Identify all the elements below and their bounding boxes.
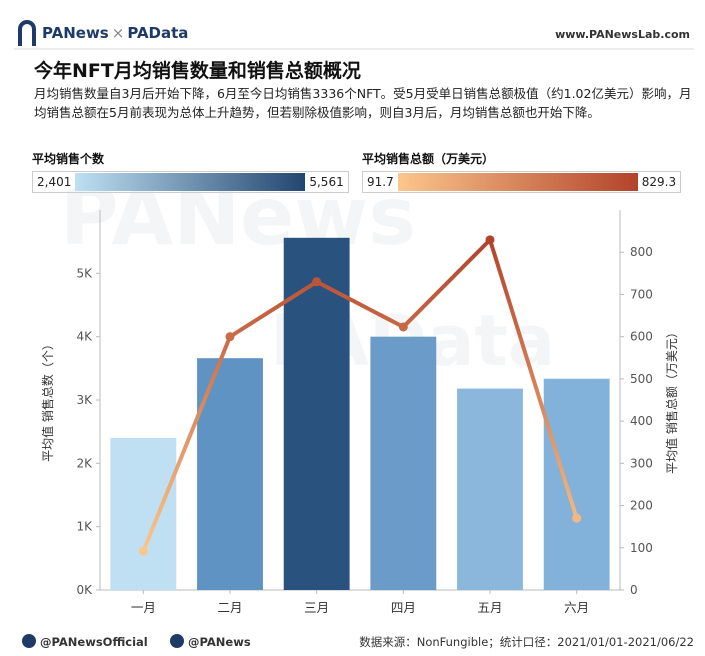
page-title: 今年NFT月均销售数量和销售总额概况: [34, 60, 361, 82]
header-divider: [14, 48, 694, 50]
bar-2: [197, 358, 263, 590]
left-axis-title: 平均值 销售总数（个）: [40, 338, 55, 462]
chart-svg: 0K 1K 2K 3K 4K 5K 0 100 200 300 400 500 600 700 800 平均值…: [40, 210, 679, 615]
legend-count-bar: 2,401 5,561: [32, 171, 349, 193]
twitter-handle[interactable]: @PANewsOfficial: [22, 634, 148, 649]
legend-count-max: 5,561: [305, 175, 348, 189]
bar-3: [283, 237, 350, 590]
bar-4: [370, 336, 437, 590]
right-tick-label: 500: [630, 372, 653, 386]
legend-amount-gradient: [397, 173, 638, 191]
right-tick-label: 200: [630, 499, 653, 513]
amount-point-1: [138, 546, 148, 556]
amount-point-4: [398, 322, 408, 332]
bar-1: [110, 437, 177, 590]
page-subtitle: 月均销售数量自3月后开始下降，6月至今日均销售3336个NFT。受5月受单日销售…: [34, 86, 692, 120]
weibo-handle[interactable]: @PANews: [170, 634, 251, 649]
chart: 0K 1K 2K 3K 4K 5K 0 100 200 300 400 500 600 700 800 平均值…: [0, 200, 705, 630]
legend-amount-max: 829.3: [637, 175, 681, 189]
right-tick-label: 300: [630, 456, 653, 470]
right-tick-label: 100: [630, 541, 653, 555]
right-tick-label: 0: [630, 583, 638, 597]
right-tick-label: 700: [630, 287, 653, 301]
x-tick-label: 三月: [304, 600, 329, 615]
panews-logo-icon: [18, 20, 36, 46]
x-tick-label: 六月: [564, 600, 589, 615]
weibo-icon: [170, 634, 184, 648]
amount-point-2: [225, 332, 235, 342]
bar-5: [457, 388, 523, 590]
right-axis-title: 平均值 销售总额（万美元）: [664, 326, 679, 474]
x-tick-label: 一月: [131, 600, 156, 615]
twitter-text: @PANewsOfficial: [40, 635, 148, 649]
site-url[interactable]: www.PANewsLab.com: [555, 28, 690, 41]
legend-amount-title: 平均销售总额（万美元）: [362, 152, 495, 166]
x-tick-label: 二月: [217, 600, 242, 615]
bar-6: [543, 378, 610, 590]
amount-point-5: [485, 235, 495, 245]
x-tick-label: 四月: [391, 600, 416, 615]
weibo-text: @PANews: [188, 635, 251, 649]
data-source: 数据来源：NonFungible；统计口径：2021/01/01-2021/06…: [359, 635, 694, 649]
legend-count-min: 2,401: [33, 175, 76, 189]
right-tick-label: 600: [630, 330, 653, 344]
left-tick-label: 5K: [76, 266, 93, 280]
twitter-icon: [22, 634, 36, 648]
left-tick-label: 2K: [76, 456, 93, 470]
left-tick-label: 4K: [76, 330, 93, 344]
left-tick-label: 3K: [76, 393, 93, 407]
amount-point-3: [312, 277, 322, 287]
brand-panews: PANews: [42, 24, 109, 42]
footer: @PANewsOfficial @PANews 数据来源：NonFungible…: [22, 632, 694, 652]
left-tick-label: 0K: [76, 583, 93, 597]
legend-amount-bar: 91.7 829.3: [362, 171, 682, 193]
brand-padata: PAData: [127, 24, 189, 42]
legend-amount: 平均销售总额（万美元） 91.7 829.3: [362, 150, 682, 193]
right-tick-label: 800: [630, 245, 653, 259]
amount-line: [141, 237, 579, 554]
x-tick-label: 五月: [477, 600, 502, 615]
legend-count: 平均销售个数 2,401 5,561: [32, 150, 349, 193]
brand: PANews × PAData: [42, 24, 188, 42]
left-tick-label: 1K: [76, 520, 93, 534]
right-tick-label: 400: [630, 414, 653, 428]
header: PANews × PAData www.PANewsLab.com: [14, 18, 694, 52]
brand-separator: ×: [111, 24, 125, 42]
amount-point-6: [572, 513, 582, 523]
legend-count-title: 平均销售个数: [32, 152, 105, 166]
legend-amount-min: 91.7: [363, 175, 398, 189]
legend-count-gradient: [75, 173, 306, 191]
